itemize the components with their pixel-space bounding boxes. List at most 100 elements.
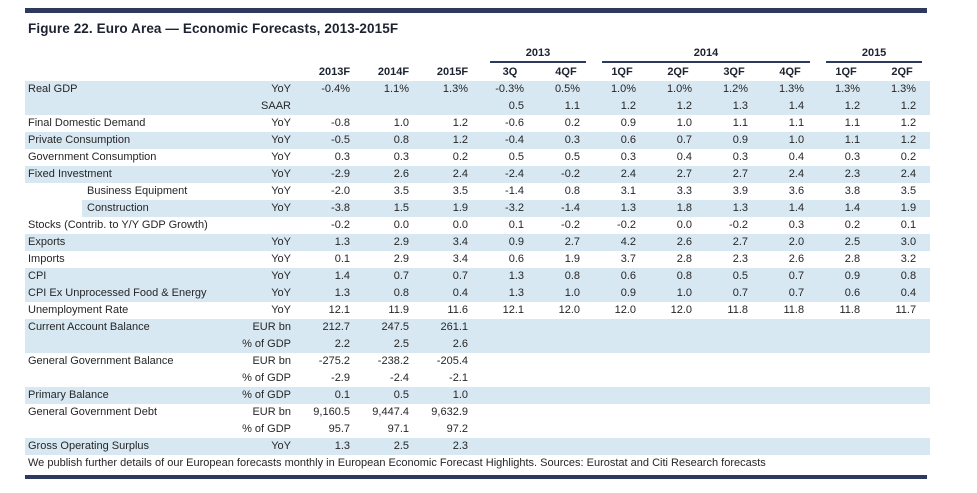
value-cell [650, 370, 706, 387]
table-row: % of GDP -2.9 -2.4 -2.1 [25, 370, 930, 387]
value-cell [594, 387, 651, 404]
year-group-2014: 2014 [594, 46, 818, 63]
value-cell: 0.5 [706, 268, 763, 285]
value-cell [482, 438, 538, 455]
value-cell: 1.4 [762, 200, 819, 217]
table-row: Business Equipment YoY -2.0 3.5 3.5 -1.4 0.8 3.… [25, 183, 930, 200]
value-cell [874, 336, 931, 353]
value-cell: 261.1 [423, 319, 482, 336]
value-cell: 12.1 [502, 304, 524, 316]
value-cell [538, 353, 594, 370]
value-cell: 0.9 [706, 132, 763, 149]
value-cell [874, 370, 930, 387]
value-cell: -2.1 [449, 372, 468, 384]
table-row: CPI YoY 1.4 0.7 0.7 1.3 0.8 0.6 0.8 0.5 0.7 0.9 0.8 [25, 268, 931, 285]
value-cell [482, 336, 538, 353]
year-group-label: 2015 [826, 46, 923, 63]
value-cell: -0.2 [729, 219, 749, 231]
value-cell [650, 421, 706, 438]
value-cell [874, 387, 931, 404]
row-label [25, 98, 215, 115]
row-measure: YoY [215, 166, 305, 183]
value-cell: 3.5 [452, 185, 468, 197]
value-cell [706, 319, 763, 336]
row-measure: YoY [271, 117, 291, 129]
value-cell: 3.1 [620, 185, 637, 197]
value-cell: -0.2 [331, 219, 350, 231]
value-cell: 95.7 [328, 423, 350, 435]
value-cell: 1.3 [305, 285, 364, 302]
row-measure: % of GDP [215, 336, 305, 353]
value-cell: 0.4 [874, 285, 931, 302]
value-cell: 2.7 [706, 166, 763, 183]
value-cell: 9,160.5 [313, 406, 350, 418]
value-cell: 0.8 [874, 268, 931, 285]
value-cell [874, 404, 930, 421]
value-cell: 1.3% [762, 81, 819, 98]
value-cell: -2.0 [331, 185, 350, 197]
value-cell: 1.3 [594, 200, 651, 217]
value-cell [482, 319, 538, 336]
row-label: Imports [28, 253, 65, 265]
value-cell: 2.6 [788, 253, 805, 265]
value-cell: 1.3 [305, 234, 364, 251]
value-cell: 0.8 [364, 132, 423, 149]
row-label: Government Consumption [28, 151, 157, 163]
value-cell: 2.5 [364, 336, 423, 353]
value-cell: 2.9 [364, 234, 423, 251]
value-cell: 1.4 [762, 98, 819, 115]
value-cell [818, 387, 875, 404]
value-cell [594, 353, 650, 370]
value-cell [706, 387, 763, 404]
value-cell: 0.2 [452, 151, 468, 163]
value-cell: 0.7 [650, 132, 707, 149]
value-cell: 247.5 [364, 319, 423, 336]
value-cell: 1.0% [594, 81, 651, 98]
column-header: 2015F [436, 65, 469, 78]
value-cell [706, 370, 762, 387]
year-group-row: 2013 2014 2015 [25, 46, 930, 63]
value-cell: 3.7 [620, 253, 637, 265]
row-label [25, 421, 215, 438]
value-cell: 12.1 [328, 304, 350, 316]
value-cell: -3.2 [482, 200, 538, 217]
value-cell: 1.0 [650, 285, 707, 302]
year-group-label: 2014 [602, 46, 811, 63]
value-cell [650, 353, 706, 370]
value-cell: 1.1 [818, 132, 875, 149]
value-cell: 0.4 [788, 151, 805, 163]
value-cell: 0.8 [564, 185, 581, 197]
value-cell: 0.9 [620, 117, 637, 129]
economic-forecast-table: 2013 2014 2015 2013F 2014F 2015F 3Q 4QF 1QF 2QF 3Q… [25, 46, 931, 455]
value-cell: 0.5% [538, 81, 595, 98]
group-spacer [25, 46, 482, 63]
row-measure: YoY [215, 268, 305, 285]
value-cell: -0.6 [505, 117, 524, 129]
column-header: 3Q [502, 65, 518, 78]
value-cell: 2.6 [650, 234, 707, 251]
column-header: 4QF [779, 65, 801, 78]
top-rule [25, 8, 927, 13]
value-cell: 3.5 [900, 185, 917, 197]
value-cell: 2.4 [423, 166, 482, 183]
row-measure: % of GDP [242, 423, 291, 435]
column-header: 1QF [835, 65, 857, 78]
row-label: Gross Operating Surplus [25, 438, 215, 455]
row-label [25, 336, 215, 353]
row-label: General Government Balance [28, 355, 174, 367]
value-cell: -0.5 [305, 132, 364, 149]
value-cell: 2.0 [762, 234, 819, 251]
value-cell [650, 387, 707, 404]
value-cell: 1.1% [364, 81, 423, 98]
value-cell: 1.3% [818, 81, 875, 98]
value-cell: 1.0% [650, 81, 707, 98]
value-cell [650, 336, 707, 353]
table-row: Construction YoY -3.8 1.5 1.9 -3.2 -1.4 1.3 1.8 1… [25, 200, 931, 217]
value-cell: 11.8 [839, 304, 861, 316]
value-cell: 11.9 [388, 304, 409, 316]
table-row: Imports YoY 0.1 2.9 3.4 0.6 1.9 3.7 2.8 2.3 2.6 2.8… [25, 251, 930, 268]
value-cell: 3.5 [393, 185, 409, 197]
row-measure [215, 217, 305, 234]
value-cell: 0.6 [594, 268, 651, 285]
